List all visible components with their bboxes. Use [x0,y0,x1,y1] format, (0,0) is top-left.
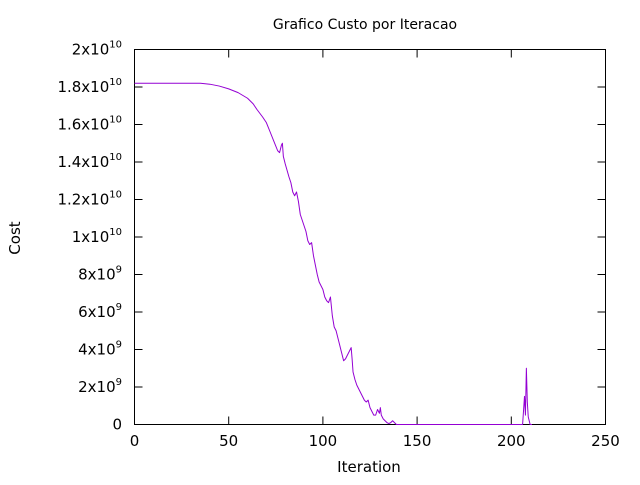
x-tick-label: 50 [219,432,238,450]
y-tick-label: 1.6x1010 [57,115,122,134]
y-tick-exponent: 10 [109,190,122,201]
y-tick-label: 1.4x1010 [57,152,122,171]
y-tick-label: 0 [112,416,122,434]
y-tick-exponent: 9 [116,377,122,388]
y-tick-label: 2x1010 [72,40,122,59]
y-tick-label: 6x109 [78,302,122,321]
y-tick-mantissa: 1.2x10 [57,191,109,209]
y-tick-label: 8x109 [78,265,122,284]
y-tick-exponent: 10 [109,40,122,51]
y-tick-mantissa: 1.8x10 [57,78,109,96]
y-tick-exponent: 9 [116,340,122,351]
y-tick-label: 1.2x1010 [57,190,122,209]
x-tick-label: 0 [130,432,140,450]
y-axis-title: Cost [6,221,24,254]
x-tick-label: 100 [309,432,338,450]
x-tick-label: 250 [591,432,620,450]
y-axis-ticks: 02x1094x1096x1098x1091x10101.2x10101.4x1… [57,40,606,434]
series-line-0 [134,82,533,425]
y-tick-mantissa: 0 [112,416,122,434]
plot-frame [134,49,606,425]
y-tick-mantissa: 6x10 [78,303,116,321]
y-tick-mantissa: 2x10 [78,378,116,396]
y-tick-mantissa: 8x10 [78,266,116,284]
y-tick-exponent: 9 [116,302,122,313]
y-tick-mantissa: 1.6x10 [57,116,109,134]
y-tick-mantissa: 1x10 [72,228,110,246]
y-tick-mantissa: 1.4x10 [57,153,109,171]
y-tick-exponent: 10 [109,227,122,238]
y-tick-label: 1x1010 [72,227,122,246]
y-tick-mantissa: 4x10 [78,341,116,359]
x-axis-ticks: 0 50 100 150 200 250 [130,49,620,450]
x-tick-label: 200 [497,432,526,450]
chart-title: Grafico Custo por Iteracao [273,17,457,33]
y-tick-exponent: 9 [116,265,122,276]
y-tick-mantissa: 2x10 [72,41,110,59]
x-tick-label: 150 [403,432,432,450]
x-axis-title: Iteration [337,458,401,476]
y-tick-exponent: 10 [109,77,122,88]
y-tick-exponent: 10 [109,152,122,163]
series-layer [134,82,533,425]
y-tick-label: 2x109 [78,377,122,396]
y-tick-exponent: 10 [109,115,122,126]
y-tick-label: 4x109 [78,340,122,359]
y-tick-label: 1.8x1010 [57,77,122,96]
